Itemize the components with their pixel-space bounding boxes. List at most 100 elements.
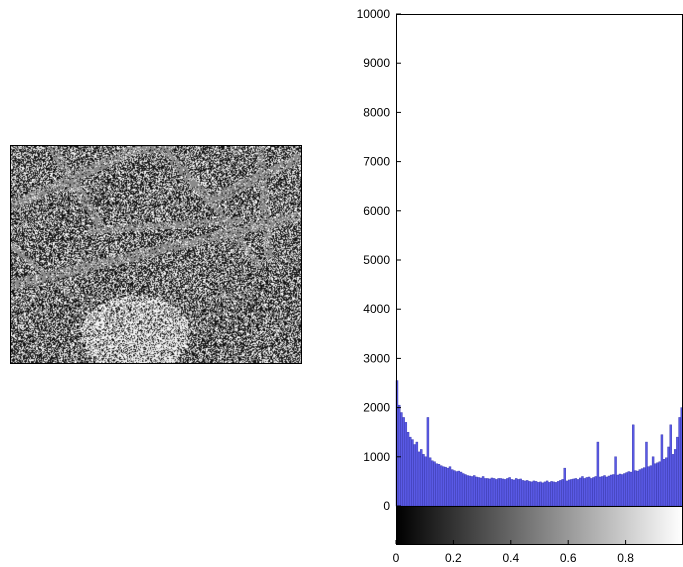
histogram-bar bbox=[506, 478, 509, 507]
y-tick-label: 7000 bbox=[363, 155, 390, 169]
histogram-bar bbox=[654, 463, 657, 507]
histogram-bar bbox=[515, 478, 518, 507]
histogram-bar bbox=[620, 474, 624, 507]
histogram-bar bbox=[475, 476, 478, 507]
histogram-bar bbox=[587, 476, 591, 507]
y-tick-label: 8000 bbox=[363, 105, 390, 119]
histogram-bar bbox=[481, 476, 485, 507]
y-tick-label: 6000 bbox=[363, 204, 390, 218]
histogram-bar bbox=[495, 479, 498, 507]
histogram-bar bbox=[541, 482, 544, 507]
x-tick-label: 0.8 bbox=[617, 551, 634, 565]
histogram-bar bbox=[539, 481, 542, 507]
histogram-bar bbox=[572, 478, 575, 507]
histogram-bar bbox=[424, 456, 427, 507]
histogram-bar bbox=[556, 481, 560, 507]
histogram-bar bbox=[570, 479, 573, 507]
histogram-bar bbox=[484, 478, 487, 507]
histogram-bar bbox=[534, 481, 538, 507]
histogram-bar bbox=[583, 478, 586, 507]
histogram-bar bbox=[428, 457, 432, 507]
x-tick-label: 0.2 bbox=[445, 551, 462, 565]
histogram-bar bbox=[470, 476, 474, 507]
histogram-bar bbox=[601, 476, 604, 507]
histogram-bar bbox=[656, 462, 659, 507]
histogram-bar bbox=[462, 473, 465, 507]
x-tick-label: 0.6 bbox=[560, 551, 577, 565]
histogram-bar bbox=[592, 477, 595, 507]
histogram-bar bbox=[545, 480, 549, 507]
x-tick-label: 0.4 bbox=[502, 551, 519, 565]
histogram-bar bbox=[431, 460, 434, 507]
histogram-bar bbox=[647, 466, 650, 507]
histogram-bars bbox=[395, 380, 683, 507]
histogram-bar bbox=[550, 481, 553, 507]
histogram-bar bbox=[448, 466, 452, 507]
histogram-bar bbox=[552, 481, 555, 507]
histogram-bar bbox=[464, 474, 467, 507]
histogram-bar bbox=[629, 471, 633, 507]
histogram-bar bbox=[636, 470, 639, 507]
histogram-bar bbox=[444, 466, 447, 507]
histogram-bar bbox=[413, 444, 416, 507]
histogram-bar bbox=[433, 461, 436, 507]
histogram-bar bbox=[521, 480, 525, 507]
histogram-bar bbox=[517, 479, 520, 507]
grayscale-colorbar bbox=[396, 506, 683, 545]
histogram-bar bbox=[486, 478, 489, 507]
histogram-bar bbox=[609, 474, 613, 507]
histogram-bar bbox=[585, 477, 589, 507]
histogram-bar bbox=[632, 424, 635, 507]
histogram-bar bbox=[625, 472, 628, 507]
histogram-bar bbox=[649, 465, 653, 507]
histogram-bar bbox=[612, 474, 615, 507]
histogram-bar bbox=[537, 482, 540, 507]
histogram-bar bbox=[519, 478, 522, 507]
histogram-bar bbox=[543, 481, 547, 507]
histogram-bar bbox=[404, 422, 408, 507]
x-tick-label: 0 bbox=[393, 551, 400, 565]
histogram-bar bbox=[658, 461, 661, 507]
histogram-bar bbox=[645, 441, 648, 507]
histogram-bar bbox=[510, 479, 514, 507]
histogram-bar bbox=[669, 424, 672, 507]
histogram-bar bbox=[492, 478, 496, 507]
histogram-bar bbox=[559, 480, 562, 507]
histogram-bar bbox=[497, 478, 500, 507]
histogram-bar bbox=[607, 475, 611, 507]
histogram-bar bbox=[651, 456, 655, 507]
x-axis: 0 0.2 0.4 0.6 0.8 bbox=[393, 540, 634, 565]
histogram-bar bbox=[422, 454, 425, 507]
histogram-bar bbox=[660, 434, 664, 507]
histogram-bar bbox=[614, 456, 617, 507]
histogram-bar bbox=[499, 478, 502, 507]
histogram-bar bbox=[523, 480, 527, 507]
histogram-bar bbox=[526, 480, 529, 507]
histogram-bar bbox=[503, 479, 507, 507]
histogram-bar bbox=[450, 469, 454, 507]
histogram-bar bbox=[398, 404, 401, 507]
histogram-bar bbox=[638, 469, 642, 507]
histogram-bar bbox=[490, 477, 494, 507]
histogram-bar bbox=[530, 481, 533, 507]
histogram-bar bbox=[603, 475, 606, 507]
histogram-bar bbox=[473, 475, 476, 507]
histogram-bar bbox=[532, 480, 536, 507]
histogram-bar bbox=[579, 477, 582, 507]
histogram-bar bbox=[634, 470, 637, 507]
histogram-bar bbox=[598, 476, 602, 507]
histogram-bar bbox=[442, 466, 445, 507]
histogram-bar bbox=[411, 439, 414, 507]
histogram-bar bbox=[512, 479, 516, 507]
y-tick-label: 0 bbox=[383, 499, 390, 513]
histogram-bar bbox=[673, 449, 677, 507]
axes-box bbox=[396, 14, 683, 507]
y-tick-label: 5000 bbox=[363, 253, 390, 267]
histogram-bar bbox=[554, 482, 558, 507]
y-tick-label: 9000 bbox=[363, 56, 390, 70]
histogram-bar bbox=[477, 477, 480, 507]
histogram-bar bbox=[420, 449, 423, 507]
histogram-bar bbox=[528, 481, 531, 507]
histogram-bar bbox=[466, 475, 469, 507]
histogram-bar bbox=[453, 470, 456, 507]
